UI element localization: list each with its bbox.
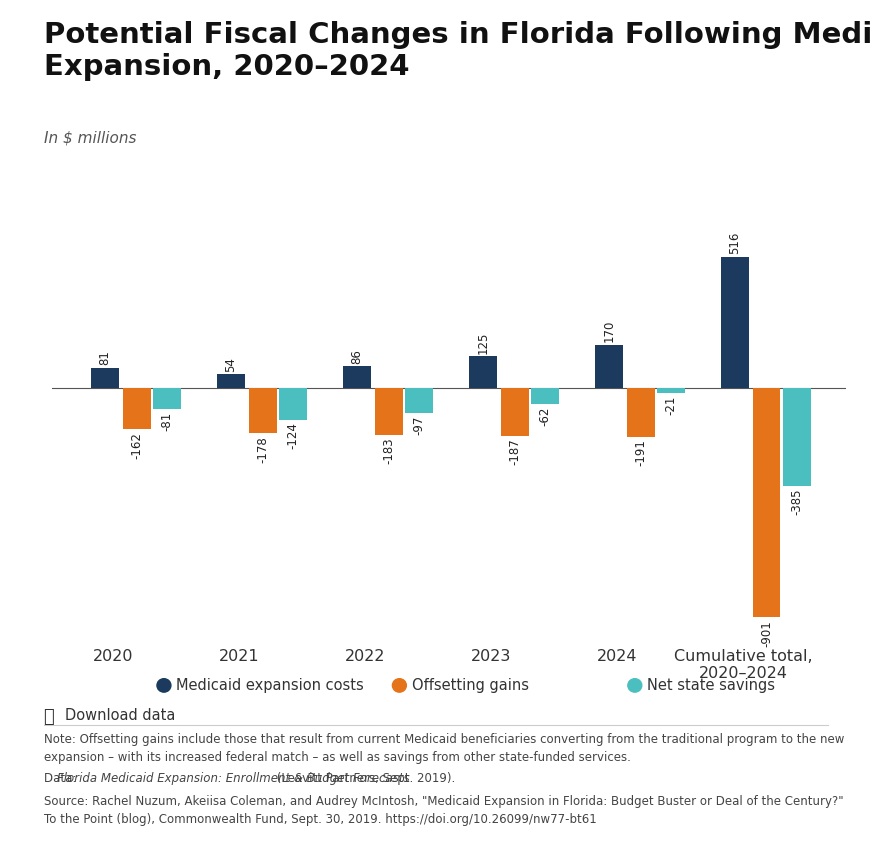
Text: Source: Rachel Nuzum, Akeiisa Coleman, and Audrey McIntosh, "Medicaid Expansion : Source: Rachel Nuzum, Akeiisa Coleman, a… (44, 795, 843, 826)
Text: -97: -97 (412, 415, 426, 435)
Bar (279, 389, 307, 420)
Bar (249, 389, 276, 433)
Text: Note: Offsetting gains include those that result from current Medicaid beneficia: Note: Offsetting gains include those tha… (44, 733, 844, 764)
Bar (123, 389, 151, 430)
Bar (217, 374, 245, 389)
Bar (469, 357, 497, 389)
Text: Download data: Download data (65, 708, 176, 723)
Text: -21: -21 (664, 396, 678, 415)
Text: ⤓: ⤓ (44, 708, 54, 726)
Text: -162: -162 (130, 432, 143, 459)
Text: Potential Fiscal Changes in Florida Following Medicaid
Expansion, 2020–2024: Potential Fiscal Changes in Florida Foll… (44, 21, 872, 82)
Text: 81: 81 (99, 350, 112, 365)
Bar (783, 389, 811, 486)
Bar (657, 389, 685, 394)
Text: -183: -183 (382, 437, 395, 464)
Text: Data:: Data: (44, 772, 79, 785)
Bar (91, 368, 119, 389)
Bar (721, 257, 748, 389)
Bar (595, 345, 623, 389)
Bar (753, 389, 780, 617)
Text: Offsetting gains: Offsetting gains (412, 678, 528, 693)
Text: -187: -187 (508, 438, 521, 465)
Text: -901: -901 (760, 620, 773, 647)
Text: -81: -81 (160, 411, 174, 431)
Bar (501, 389, 528, 436)
Text: (Leavitt Partners, Sept. 2019).: (Leavitt Partners, Sept. 2019). (273, 772, 455, 785)
Text: Medicaid expansion costs: Medicaid expansion costs (176, 678, 364, 693)
Bar (343, 367, 371, 389)
Text: -62: -62 (539, 406, 552, 426)
Text: 170: 170 (603, 320, 616, 342)
Text: 54: 54 (224, 357, 237, 372)
Text: -178: -178 (256, 436, 269, 463)
Bar (375, 389, 403, 435)
Bar (627, 389, 655, 436)
Text: 86: 86 (351, 349, 364, 363)
Text: Florida Medicaid Expansion: Enrollment & Budget Forecasts: Florida Medicaid Expansion: Enrollment &… (57, 772, 409, 785)
Bar (405, 389, 433, 413)
Bar (153, 389, 181, 409)
Text: 125: 125 (476, 331, 489, 354)
Bar (531, 389, 559, 404)
Text: -385: -385 (791, 489, 804, 516)
Text: In $ millions: In $ millions (44, 130, 136, 145)
Text: 516: 516 (728, 232, 741, 254)
Text: -124: -124 (287, 422, 300, 449)
Text: Net state savings: Net state savings (647, 678, 775, 693)
Text: -191: -191 (634, 439, 647, 466)
